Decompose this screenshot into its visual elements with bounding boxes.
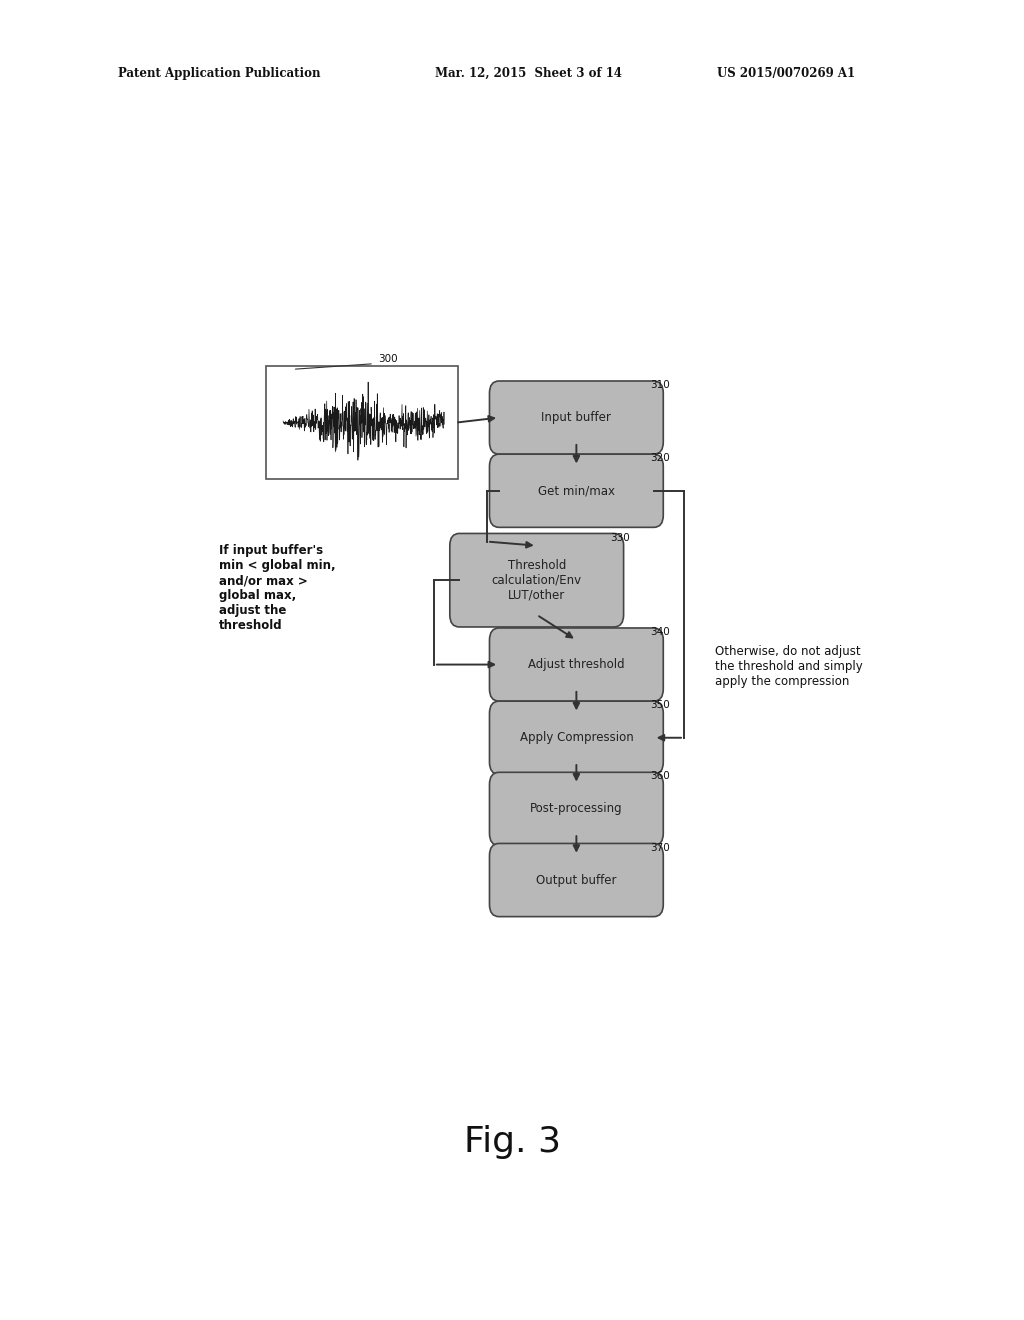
- Text: 370: 370: [650, 842, 670, 853]
- Text: 330: 330: [610, 532, 630, 543]
- Text: 300: 300: [378, 354, 397, 364]
- Text: If input buffer's
min < global min,
and/or max >
global max,
adjust the
threshol: If input buffer's min < global min, and/…: [219, 544, 336, 632]
- FancyBboxPatch shape: [489, 454, 664, 528]
- Text: 360: 360: [650, 771, 670, 781]
- Text: 340: 340: [650, 627, 670, 638]
- Text: 320: 320: [650, 453, 670, 463]
- Text: Otherwise, do not adjust
the threshold and simply
apply the compression: Otherwise, do not adjust the threshold a…: [715, 645, 863, 688]
- FancyBboxPatch shape: [489, 381, 664, 454]
- Text: Get min/max: Get min/max: [538, 484, 614, 498]
- Text: Output buffer: Output buffer: [537, 874, 616, 887]
- FancyBboxPatch shape: [489, 772, 664, 846]
- Text: Adjust threshold: Adjust threshold: [528, 659, 625, 671]
- FancyBboxPatch shape: [489, 628, 664, 701]
- FancyBboxPatch shape: [489, 701, 664, 775]
- FancyBboxPatch shape: [450, 533, 624, 627]
- FancyBboxPatch shape: [266, 366, 458, 479]
- Text: Input buffer: Input buffer: [542, 411, 611, 424]
- FancyBboxPatch shape: [489, 843, 664, 916]
- Text: 350: 350: [650, 701, 670, 710]
- Text: Apply Compression: Apply Compression: [519, 731, 633, 744]
- Text: Threshold
calculation/Env
LUT/other: Threshold calculation/Env LUT/other: [492, 558, 582, 602]
- Text: Patent Application Publication: Patent Application Publication: [118, 67, 321, 79]
- Text: Mar. 12, 2015  Sheet 3 of 14: Mar. 12, 2015 Sheet 3 of 14: [435, 67, 623, 79]
- Text: 310: 310: [650, 380, 670, 391]
- Text: Post-processing: Post-processing: [530, 803, 623, 816]
- Text: US 2015/0070269 A1: US 2015/0070269 A1: [717, 67, 855, 79]
- Text: Fig. 3: Fig. 3: [464, 1125, 560, 1159]
